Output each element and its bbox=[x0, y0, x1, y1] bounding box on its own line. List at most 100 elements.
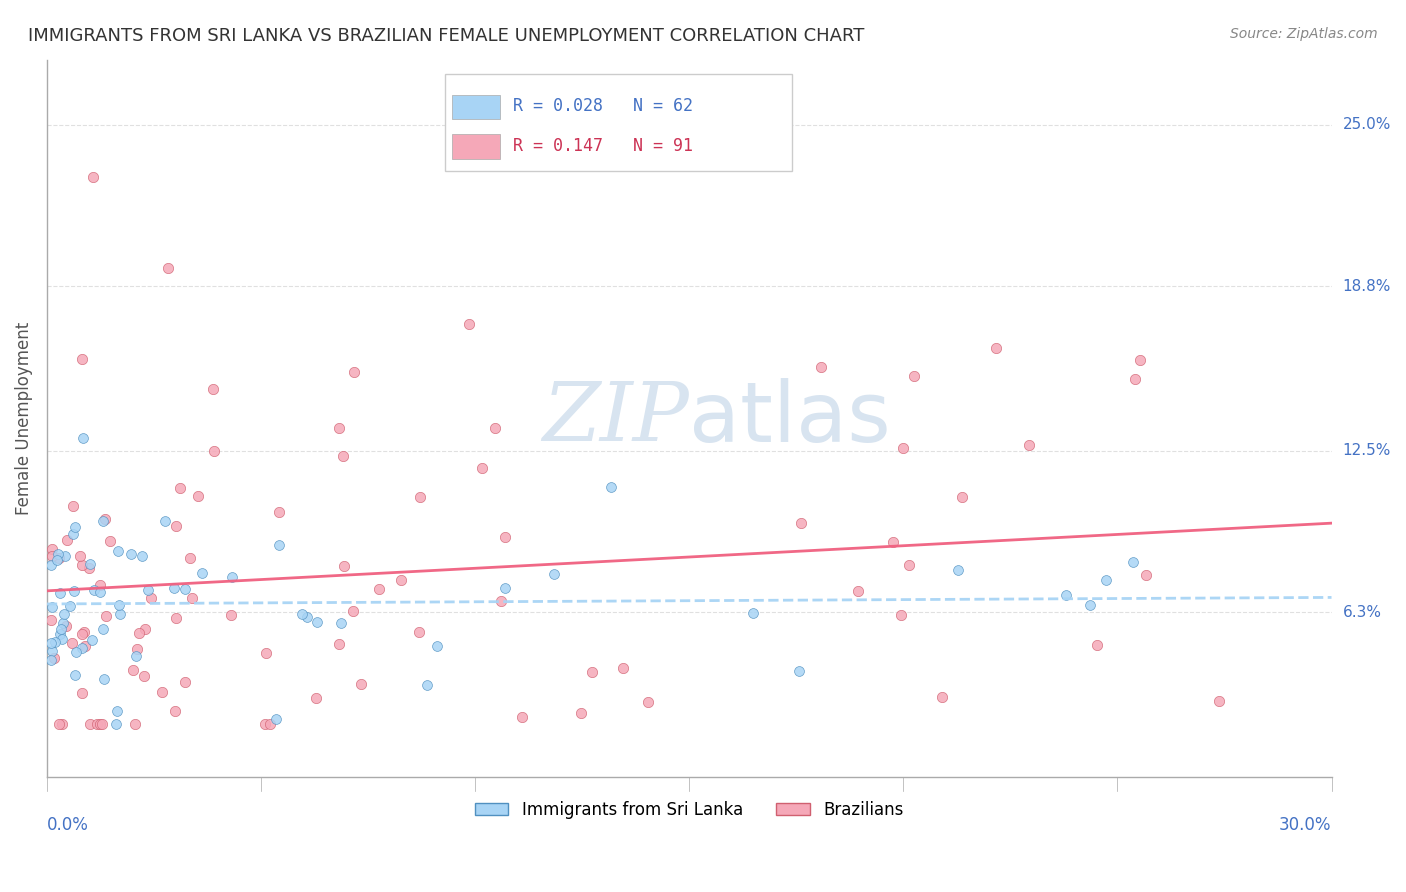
Point bbox=[120, 547, 142, 561]
Point bbox=[599, 480, 621, 494]
Point bbox=[1095, 573, 1118, 587]
Point bbox=[165, 704, 187, 718]
Point bbox=[53, 549, 76, 563]
Point bbox=[882, 534, 904, 549]
Point bbox=[343, 366, 366, 380]
Point bbox=[39, 558, 62, 573]
Point bbox=[254, 646, 277, 660]
Point bbox=[63, 668, 86, 682]
Point bbox=[221, 570, 243, 584]
Point bbox=[328, 421, 350, 435]
Text: R = 0.147   N = 91: R = 0.147 N = 91 bbox=[513, 136, 693, 154]
Point bbox=[86, 717, 108, 731]
Point bbox=[409, 490, 432, 504]
Point bbox=[543, 566, 565, 581]
Point bbox=[134, 622, 156, 636]
Point bbox=[191, 566, 214, 580]
Point bbox=[107, 544, 129, 558]
Point bbox=[91, 514, 114, 528]
Point bbox=[494, 582, 516, 596]
Point bbox=[108, 607, 131, 622]
Point bbox=[1054, 588, 1077, 602]
Point bbox=[39, 635, 62, 649]
Point bbox=[581, 665, 603, 679]
Point bbox=[897, 558, 920, 572]
Point bbox=[41, 599, 63, 614]
Point bbox=[51, 622, 73, 636]
Point bbox=[491, 594, 513, 608]
Point bbox=[45, 552, 67, 566]
Point bbox=[291, 607, 314, 621]
Point bbox=[62, 526, 84, 541]
Point bbox=[187, 489, 209, 503]
Point bbox=[259, 717, 281, 731]
Point bbox=[305, 615, 328, 629]
Point bbox=[42, 650, 65, 665]
Point bbox=[105, 704, 128, 718]
Point bbox=[51, 717, 73, 731]
Point bbox=[89, 585, 111, 599]
Point bbox=[295, 610, 318, 624]
Y-axis label: Female Unemployment: Female Unemployment bbox=[15, 321, 32, 515]
Point bbox=[612, 661, 634, 675]
Point bbox=[60, 635, 83, 649]
Point bbox=[72, 686, 94, 700]
Text: R = 0.028   N = 62: R = 0.028 N = 62 bbox=[513, 97, 693, 115]
Point bbox=[51, 615, 73, 630]
Point bbox=[1078, 598, 1101, 612]
Point bbox=[328, 637, 350, 651]
Point bbox=[391, 573, 413, 587]
Point bbox=[408, 625, 430, 640]
Point bbox=[82, 169, 104, 184]
Text: IMMIGRANTS FROM SRI LANKA VS BRAZILIAN FEMALE UNEMPLOYMENT CORRELATION CHART: IMMIGRANTS FROM SRI LANKA VS BRAZILIAN F… bbox=[28, 27, 865, 45]
Point bbox=[219, 607, 242, 622]
Point bbox=[329, 616, 352, 631]
Point bbox=[150, 685, 173, 699]
Point bbox=[426, 640, 449, 654]
Text: 6.3%: 6.3% bbox=[1343, 605, 1382, 620]
Point bbox=[83, 583, 105, 598]
Point bbox=[1208, 694, 1230, 708]
Point bbox=[59, 599, 82, 613]
Point bbox=[94, 512, 117, 526]
Point bbox=[368, 582, 391, 597]
Point bbox=[41, 541, 63, 556]
Point bbox=[93, 672, 115, 686]
Point bbox=[49, 586, 72, 600]
Point bbox=[903, 369, 925, 384]
Point bbox=[890, 607, 912, 622]
Point bbox=[931, 690, 953, 704]
Text: atlas: atlas bbox=[689, 377, 891, 458]
Point bbox=[125, 641, 148, 656]
Point bbox=[105, 717, 128, 731]
Point bbox=[342, 604, 364, 618]
Point bbox=[156, 261, 179, 276]
Point bbox=[155, 514, 177, 528]
Point bbox=[122, 663, 145, 677]
Point bbox=[73, 625, 96, 640]
Text: Source: ZipAtlas.com: Source: ZipAtlas.com bbox=[1230, 27, 1378, 41]
FancyBboxPatch shape bbox=[451, 95, 501, 120]
Point bbox=[41, 549, 63, 563]
Point bbox=[128, 625, 150, 640]
Point bbox=[49, 627, 72, 641]
Point bbox=[138, 582, 160, 597]
Point bbox=[1122, 555, 1144, 569]
Point bbox=[69, 549, 91, 563]
Point bbox=[70, 352, 93, 367]
Point bbox=[165, 518, 187, 533]
Point bbox=[305, 691, 328, 706]
Point bbox=[1085, 638, 1108, 652]
Point bbox=[72, 431, 94, 445]
Point bbox=[72, 627, 94, 641]
Point bbox=[267, 505, 290, 519]
Point bbox=[108, 598, 131, 612]
Point bbox=[510, 709, 533, 723]
Point bbox=[254, 717, 277, 731]
Point bbox=[571, 706, 593, 720]
Point bbox=[56, 533, 79, 548]
Point bbox=[946, 563, 969, 577]
Point bbox=[63, 520, 86, 534]
Point bbox=[55, 619, 77, 633]
Text: 0.0%: 0.0% bbox=[46, 816, 89, 834]
